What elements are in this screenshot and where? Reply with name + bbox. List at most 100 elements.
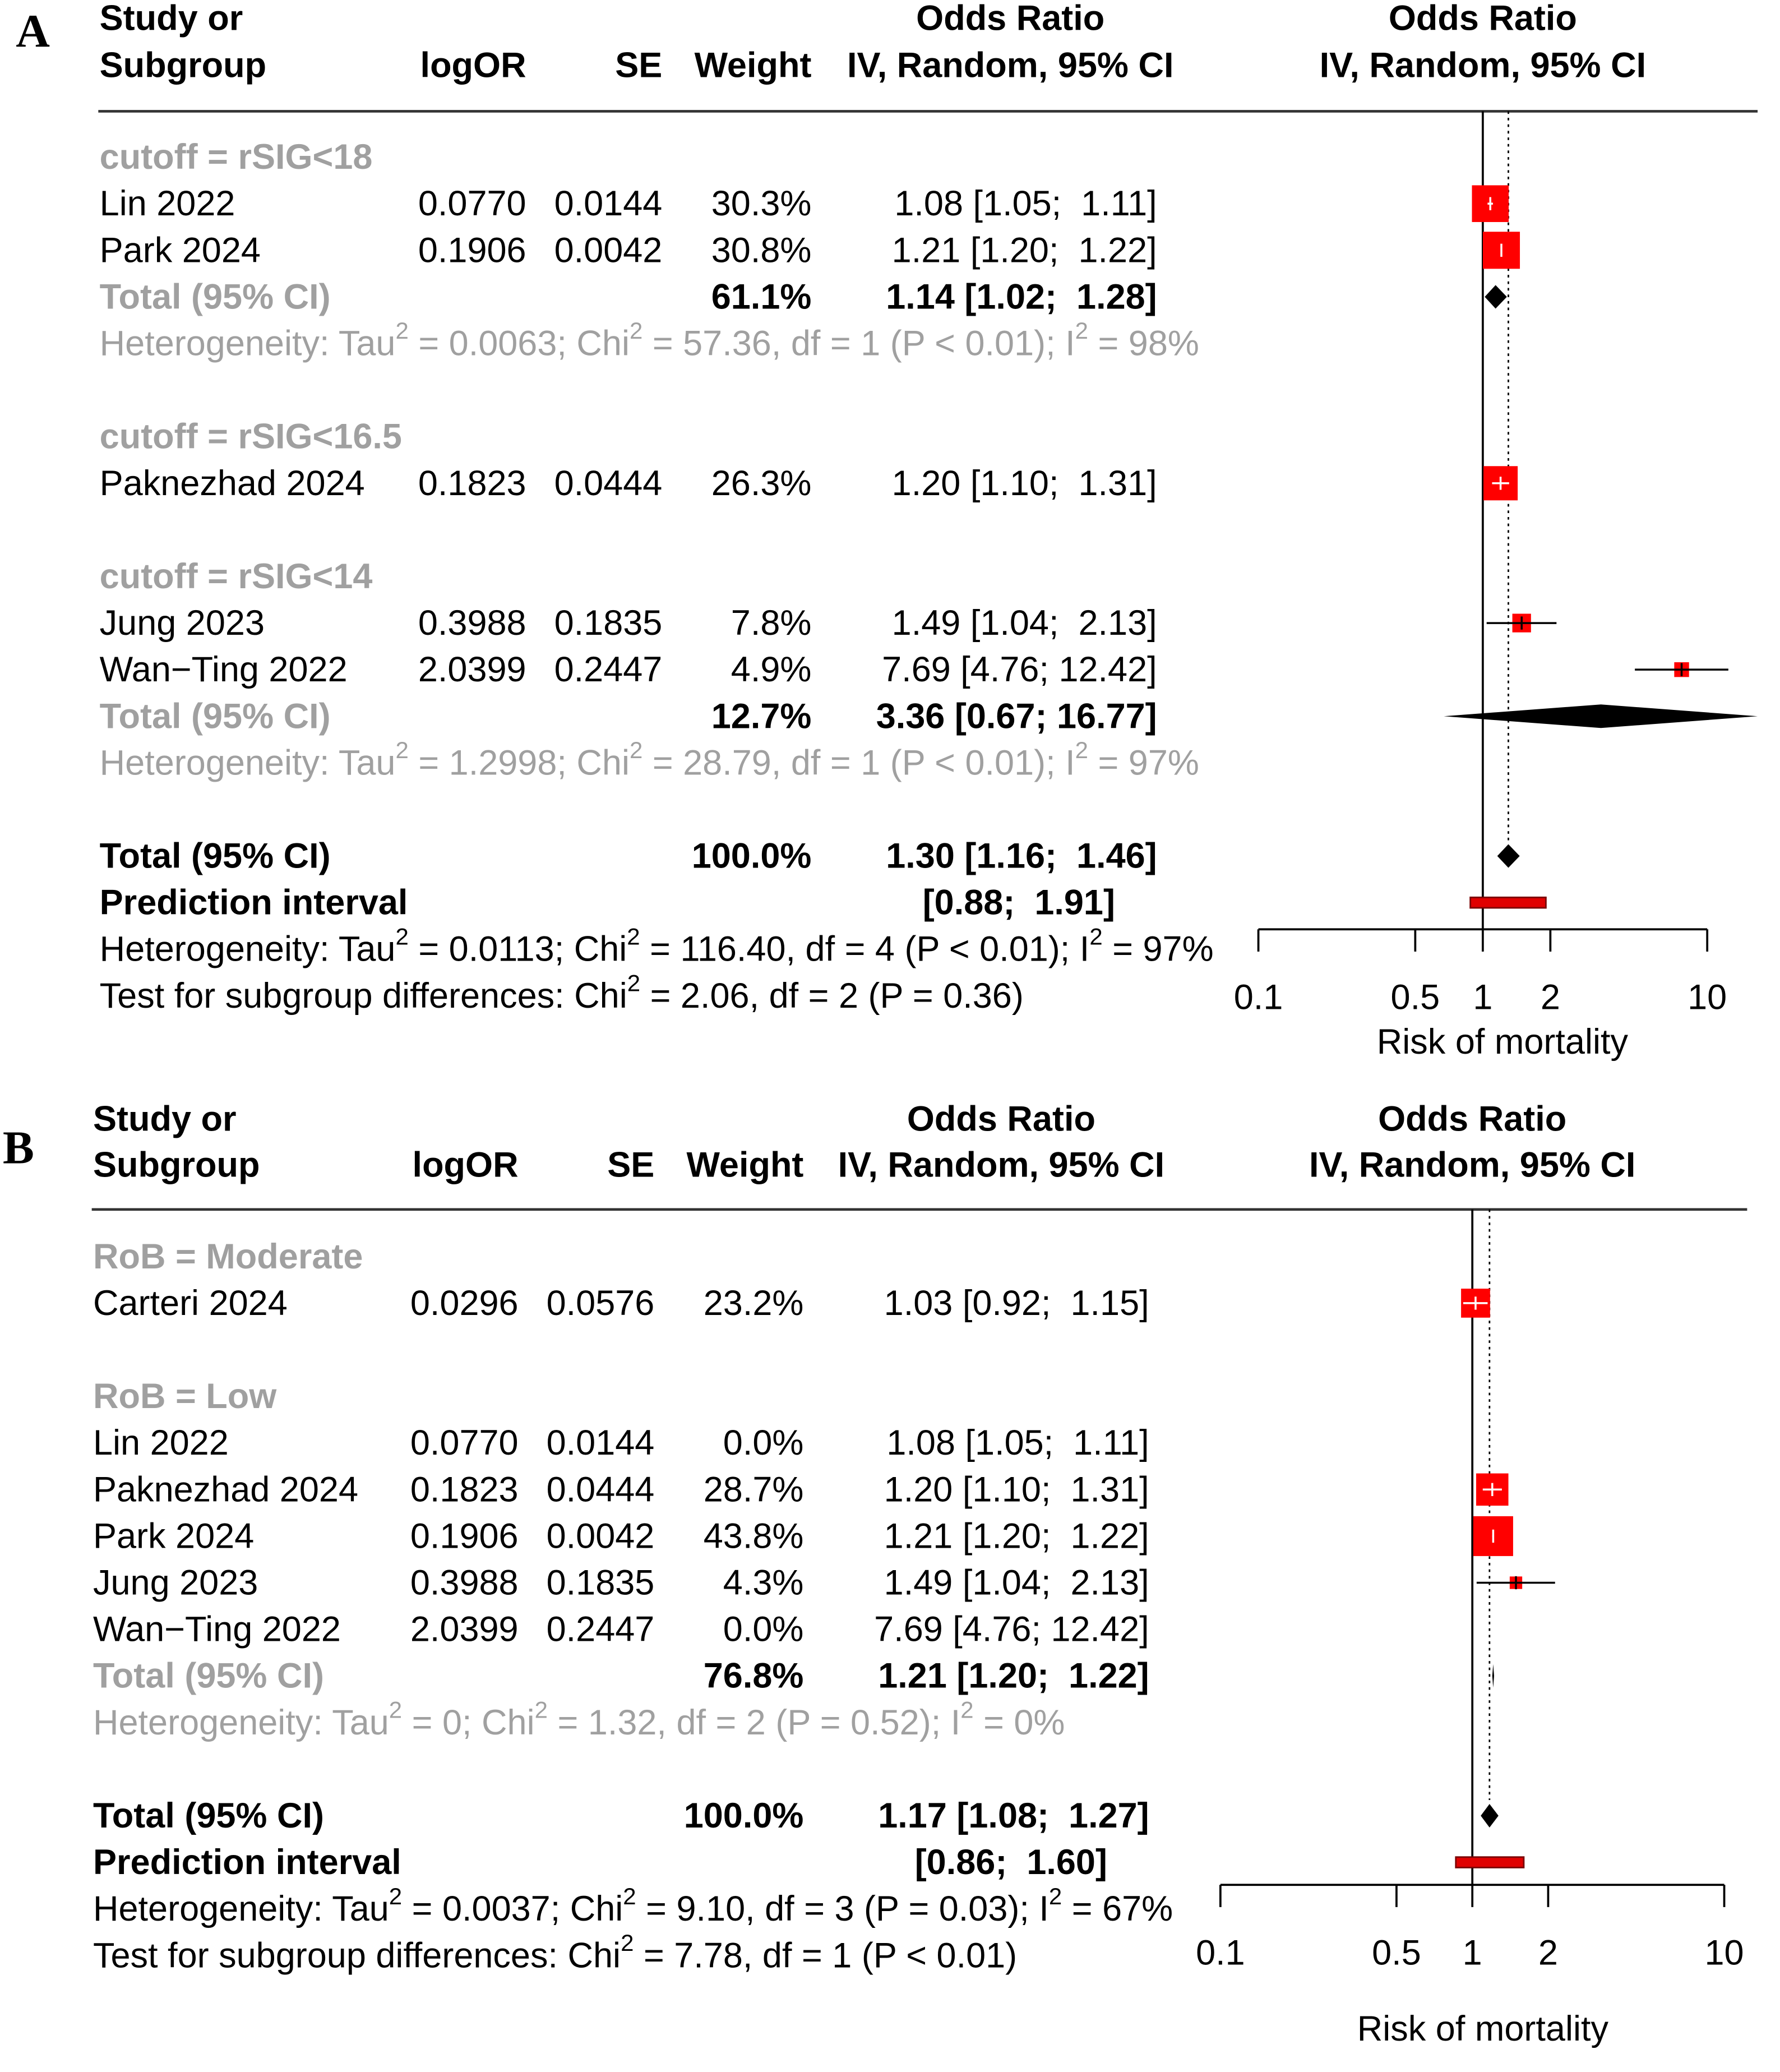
axis-tick-label: 2 <box>1541 978 1560 1017</box>
study-se: 0.0576 <box>547 1284 655 1323</box>
study-name: Paknezhad 2024 <box>100 464 365 503</box>
study-weight: 23.2% <box>704 1284 804 1323</box>
study-name: Paknezhad 2024 <box>93 1470 358 1509</box>
study-logor: 0.1906 <box>418 230 526 270</box>
prediction-interval-bar <box>1455 1856 1525 1868</box>
row-study: Park 2024 0.1906 0.0042 43.8% 1.21 [1.20; 1.… <box>93 1516 1513 1556</box>
study-weight: 4.9% <box>731 650 812 689</box>
row-subgroup: cutoff = rSIG<18 <box>100 137 373 177</box>
total-odds-ratio-ci: 1.17 [1.08; 1.27] <box>878 1796 1149 1835</box>
header-odds-ratio-method: IV, Random, 95% CI <box>838 1145 1165 1184</box>
study-name: Jung 2023 <box>100 603 265 643</box>
row-study: Wan−Ting 2022 2.0399 0.2447 0.0% 7.69 [4.76;… <box>93 1610 1149 1649</box>
study-odds-ratio-ci: 1.20 [1.10; 1.31] <box>884 1470 1149 1509</box>
axis-tick-label: 1 <box>1463 1933 1482 1973</box>
total-odds-ratio-ci: 1.30 [1.16; 1.46] <box>886 837 1157 876</box>
study-name: Wan−Ting 2022 <box>93 1610 341 1649</box>
study-odds-ratio-ci: 1.21 [1.20; 1.22] <box>892 230 1157 270</box>
study-se: 0.1835 <box>554 603 663 643</box>
axis-tick-label: 1 <box>1473 978 1492 1017</box>
study-se: 0.0444 <box>547 1470 655 1509</box>
subgroup-test-text: Test for subgroup differences: Chi2 = 7.… <box>93 1929 1017 1975</box>
study-odds-ratio-ci: 1.20 [1.10; 1.31] <box>892 464 1157 503</box>
axis-tick-label: 2 <box>1538 1933 1558 1973</box>
prediction-interval-label: Prediction interval <box>100 883 408 922</box>
x-axis-label: Risk of mortality <box>1377 1022 1629 1062</box>
subgroup-label: cutoff = rSIG<16.5 <box>100 417 402 456</box>
panel-label: A <box>16 6 50 58</box>
row-study: Lin 2022 0.0770 0.0144 0.0% 1.08 [1.05; 1.11… <box>93 1423 1149 1462</box>
total-odds-ratio-ci: 1.14 [1.02; 1.28] <box>886 277 1157 316</box>
study-se: 0.1835 <box>547 1563 655 1602</box>
study-logor: 0.3988 <box>418 603 526 643</box>
row-het: Heterogeneity: Tau2 = 1.2998; Chi2 = 28.… <box>100 737 1199 783</box>
subtotal-label: Total (95% CI) <box>100 696 331 736</box>
subtotal-label: Total (95% CI) <box>93 1656 324 1696</box>
heterogeneity-text: Heterogeneity: Tau2 = 0; Chi2 = 1.32, df… <box>93 1696 1065 1742</box>
study-odds-ratio-ci: 1.49 [1.04; 2.13] <box>884 1563 1149 1602</box>
total-weight: 61.1% <box>711 277 812 316</box>
study-odds-ratio-ci: 1.21 [1.20; 1.22] <box>884 1516 1149 1556</box>
panel-b: B Study or Subgroup logOR SE Weight Odds Ratio… <box>3 1100 1747 2048</box>
study-weight: 30.8% <box>711 230 812 270</box>
study-weight: 26.3% <box>711 464 812 503</box>
row-het-overall: Heterogeneity: Tau2 = 0.0113; Chi2 = 116… <box>100 923 1214 969</box>
overall-total-label: Total (95% CI) <box>93 1796 324 1835</box>
subtotal-diamond <box>1492 1664 1495 1688</box>
row-test: Test for subgroup differences: Chi2 = 2.… <box>100 970 1024 1016</box>
subtotal-label: Total (95% CI) <box>100 277 331 316</box>
subgroup-test-text: Test for subgroup differences: Chi2 = 2.… <box>100 970 1024 1016</box>
row-study: Paknezhad 2024 0.1823 0.0444 26.3% 1.20 [1.1… <box>100 464 1518 503</box>
row-study: Paknezhad 2024 0.1823 0.0444 28.7% 1.20 [1.1… <box>93 1470 1509 1509</box>
study-odds-ratio-ci: 1.08 [1.05; 1.11] <box>894 184 1157 223</box>
header-se: SE <box>607 1145 654 1184</box>
row-study: Jung 2023 0.3988 0.1835 7.8% 1.49 [1.04; 2.1… <box>100 603 1557 643</box>
subgroup-label: RoB = Low <box>93 1377 277 1416</box>
total-odds-ratio-ci: 1.21 [1.20; 1.22] <box>878 1656 1149 1696</box>
overall-total-label: Total (95% CI) <box>100 837 331 876</box>
row-study: Jung 2023 0.3988 0.1835 4.3% 1.49 [1.04; 2.1… <box>93 1563 1555 1602</box>
study-logor: 0.0770 <box>418 184 526 223</box>
subgroup-label: RoB = Moderate <box>93 1237 363 1276</box>
subgroup-label: cutoff = rSIG<14 <box>100 557 373 596</box>
study-se: 0.0444 <box>554 464 663 503</box>
study-name: Wan−Ting 2022 <box>100 650 348 689</box>
study-se: 0.0144 <box>547 1423 655 1462</box>
study-name: Park 2024 <box>100 230 261 270</box>
row-subgroup: RoB = Moderate <box>93 1237 363 1276</box>
header-plot-method: IV, Random, 95% CI <box>1309 1145 1635 1184</box>
prediction-interval-ci: [0.88; 1.91] <box>923 883 1115 922</box>
study-name: Lin 2022 <box>93 1423 229 1462</box>
study-odds-ratio-ci: 1.08 [1.05; 1.11] <box>886 1423 1149 1462</box>
header-study-line1: Study or <box>100 0 243 38</box>
study-logor: 0.1823 <box>418 464 526 503</box>
header-logor: logOR <box>413 1145 519 1184</box>
row-subtotal: Total (95% CI) 76.8% 1.21 [1.20; 1.22] <box>93 1656 1495 1696</box>
total-weight: 76.8% <box>704 1656 804 1696</box>
study-odds-ratio-ci: 1.49 [1.04; 2.13] <box>892 603 1157 643</box>
heterogeneity-text: Heterogeneity: Tau2 = 0.0113; Chi2 = 116… <box>100 923 1214 969</box>
row-pi: Prediction interval [0.88; 1.91] <box>100 883 1547 922</box>
heterogeneity-text: Heterogeneity: Tau2 = 0.0063; Chi2 = 57.… <box>100 317 1199 363</box>
axis-tick-label: 0.5 <box>1372 1933 1421 1973</box>
study-odds-ratio-ci: 7.69 [4.76; 12.42] <box>874 1610 1149 1649</box>
heterogeneity-text: Heterogeneity: Tau2 = 0.0037; Chi2 = 9.1… <box>93 1882 1173 1928</box>
header-odds-ratio: Odds Ratio <box>916 0 1104 38</box>
axis-tick-label: 0.1 <box>1196 1933 1245 1973</box>
panel-a: A Study or Subgroup logOR SE Weight Odds Ratio… <box>16 0 1758 1062</box>
study-se: 0.2447 <box>554 650 663 689</box>
row-study: Carteri 2024 0.0296 0.0576 23.2% 1.03 [0.92;… <box>93 1284 1490 1323</box>
header-study-line1: Study or <box>93 1100 237 1139</box>
total-weight: 100.0% <box>684 1796 804 1835</box>
study-se: 0.2447 <box>547 1610 655 1649</box>
study-logor: 0.1823 <box>410 1470 519 1509</box>
study-logor: 2.0399 <box>410 1610 519 1649</box>
study-weight: 4.3% <box>723 1563 804 1602</box>
row-het: Heterogeneity: Tau2 = 0; Chi2 = 1.32, df… <box>93 1696 1065 1742</box>
subtotal-diamond <box>1485 285 1507 309</box>
row-subtotal: Total (95% CI) 61.1% 1.14 [1.02; 1.28] <box>100 277 1507 316</box>
study-name: Carteri 2024 <box>93 1284 288 1323</box>
table-header: Study or Subgroup logOR SE Weight Odds Ratio I… <box>100 0 1646 85</box>
x-axis: 0.1 0.5 1 2 10 Risk of mortality <box>1196 1884 1744 2048</box>
